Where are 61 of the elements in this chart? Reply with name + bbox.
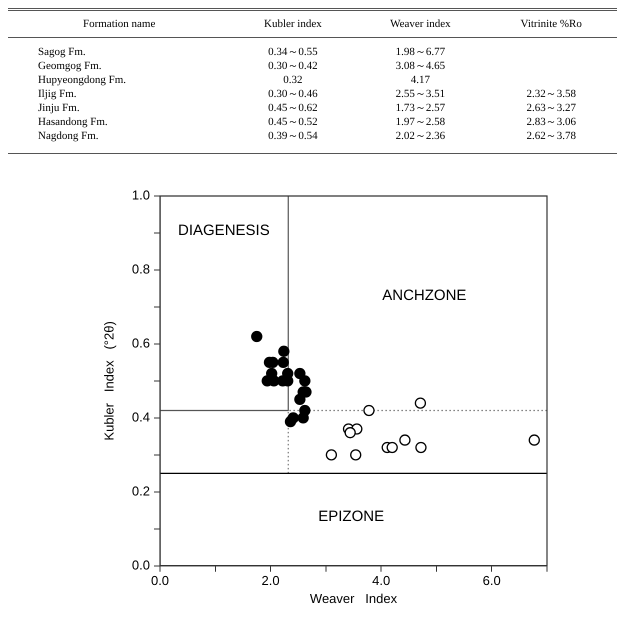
annotation: EPIZONE: [318, 508, 384, 525]
text: 0.30～0.42: [268, 60, 318, 72]
text: 0.34～0.55: [268, 46, 318, 58]
point: [386, 442, 398, 454]
category-label: Hasandong Fm.: [38, 116, 108, 128]
point: [294, 394, 306, 406]
text: 2.83～3.06: [526, 116, 576, 128]
point: [528, 434, 540, 446]
category-label: Iljig Fm.: [38, 88, 77, 100]
category-label: Kubler index: [263, 17, 323, 32]
point: [298, 412, 309, 424]
y-tick-label: 0.2: [132, 483, 150, 498]
point: [294, 368, 306, 380]
text: 2.32～3.58: [526, 88, 576, 100]
annotation: ANCHZONE: [382, 286, 466, 304]
text: 0.39～0.54: [268, 130, 318, 142]
point: [278, 346, 290, 357]
text: 2.02～2.36: [396, 130, 446, 142]
x-axis-title: Weaver Index: [310, 590, 398, 606]
x-tick-label: 2.0: [262, 573, 280, 588]
y-tick-label: 1.0: [132, 188, 150, 203]
category-label: Nagdong Fm.: [38, 130, 98, 142]
point: [284, 416, 296, 428]
point: [251, 330, 262, 342]
point: [278, 356, 289, 368]
text: 1.98～6.77: [396, 46, 446, 58]
category-label: Weaver index: [389, 17, 452, 32]
x-tick-label: 6.0: [482, 573, 501, 588]
point: [414, 397, 426, 409]
point: [363, 404, 375, 416]
y-tick-label: 0.8: [132, 262, 150, 277]
x-tick-label: 0.0: [150, 573, 170, 588]
point: [350, 449, 362, 461]
category-label: Vitrinite %Ro: [520, 17, 583, 32]
text: 4.17: [410, 74, 430, 86]
text: 3.08～4.65: [396, 60, 446, 72]
category-label: Sagog Fm.: [38, 46, 86, 58]
text: 1.73～2.57: [396, 102, 446, 114]
category-label: Hupyeongdong Fm.: [38, 74, 126, 86]
text: 0.45～0.62: [268, 102, 318, 114]
text: 0.45～0.52: [268, 116, 318, 128]
text: 2.55～3.51: [396, 88, 446, 100]
text: 0.32: [283, 74, 302, 86]
text: 1.97～2.58: [396, 116, 446, 128]
annotation: DIAGENESIS: [178, 222, 270, 239]
text: 2.62～3.78: [526, 130, 576, 142]
text: 2.63～3.27: [526, 102, 576, 114]
y-tick-label: 0.4: [132, 409, 150, 424]
point: [415, 442, 427, 454]
category-label: Jinju Fm.: [38, 102, 80, 114]
point: [399, 434, 411, 446]
point: [344, 427, 356, 438]
y-tick-label: 0.0: [132, 557, 150, 572]
y-tick-label: 0.6: [132, 336, 150, 350]
category-label: Formation name: [82, 17, 156, 32]
point: [299, 375, 310, 387]
y-axis-title: Kubler Index (°2θ): [101, 321, 116, 441]
text: 0.30～0.46: [268, 88, 318, 100]
x-tick-label: 4.0: [372, 573, 390, 588]
point: [326, 449, 338, 461]
category-label: Geomgog Fm.: [38, 60, 102, 72]
